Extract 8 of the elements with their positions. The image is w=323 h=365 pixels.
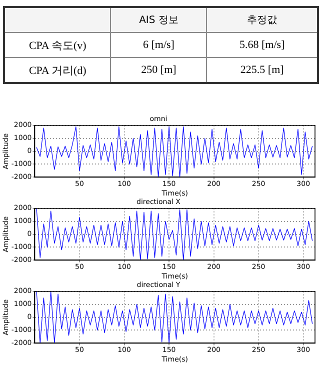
text: CPA 거리(d) bbox=[4, 58, 111, 83]
text: 250 [m] bbox=[110, 58, 207, 83]
text: 추정값 bbox=[206, 7, 318, 32]
text: CPA 속도(v) bbox=[4, 32, 111, 58]
text: 225.5 [m] bbox=[206, 58, 318, 83]
text: AIS 정보 bbox=[110, 7, 207, 32]
text: 6 [m/s] bbox=[110, 32, 207, 58]
text: 5.68 [m/s] bbox=[206, 32, 318, 58]
